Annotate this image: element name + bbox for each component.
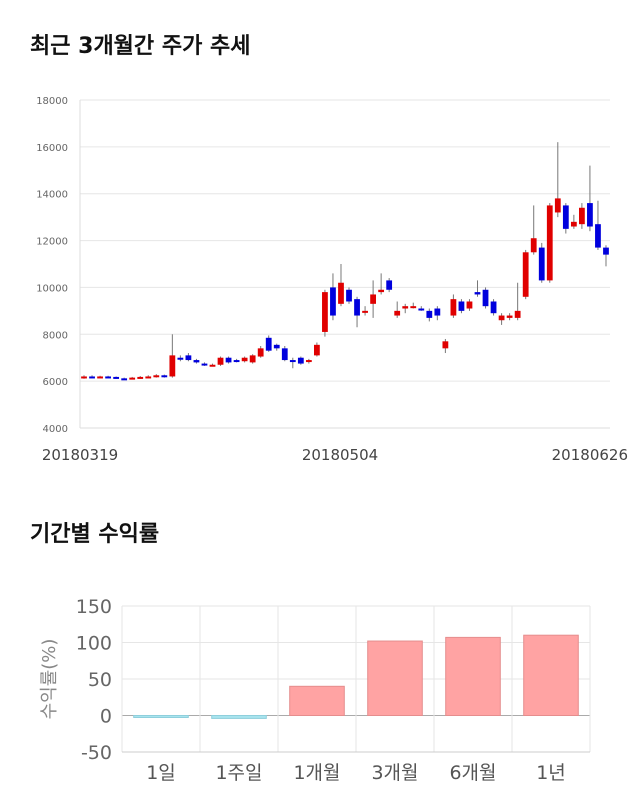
bar-5: [445, 636, 501, 716]
bar-6: [523, 634, 579, 717]
candle-body: [249, 355, 256, 363]
candle-body: [177, 357, 184, 360]
candle-body: [113, 376, 120, 379]
price-candlestick-chart: 18000 16000 14000 12000 10000 8000 6000 4000 201…: [36, 96, 628, 464]
candle-body: [370, 294, 376, 304]
candle-body: [450, 299, 457, 316]
y-axis-label: 수익률(%): [39, 639, 60, 720]
candle-body: [153, 375, 160, 378]
candle-body: [233, 360, 240, 363]
bar-2: [211, 715, 267, 719]
y-tick-label: 50: [88, 669, 112, 691]
candle-body: [338, 282, 344, 304]
x-tick-label: 6개월: [449, 762, 496, 784]
candle-body: [410, 306, 417, 309]
y-tick-label: 10000: [36, 283, 68, 294]
candle-body: [418, 308, 425, 311]
x-tick-label: 20180626: [552, 446, 628, 464]
candle-body: [434, 308, 441, 316]
candle-body: [546, 205, 553, 281]
candle-body: [362, 310, 368, 313]
candle-body: [466, 301, 473, 309]
y-tick-label: 12000: [36, 237, 68, 248]
candle-body: [129, 377, 136, 380]
candle-body: [402, 306, 409, 309]
y-tick-label: 6000: [43, 377, 68, 388]
candle-body: [595, 224, 601, 248]
x-tick-label: 3개월: [371, 762, 418, 784]
candle-body: [514, 310, 521, 318]
candle-body: [193, 360, 200, 363]
bar-4: [367, 640, 423, 716]
returns-bar-chart: 150 100 50 0 -50 수익률(%) 1일 1주일 1개월 3개월 6개월 1년: [39, 596, 591, 784]
candle-body: [458, 301, 465, 311]
bar-1: [133, 715, 189, 718]
candle-body: [530, 238, 537, 253]
x-tick-label: 1주일: [215, 762, 262, 784]
candle-body: [89, 376, 95, 379]
y-tick-label: 8000: [43, 330, 68, 341]
y-tick-label: -50: [81, 742, 112, 764]
returns-title: 기간별 수익률: [30, 522, 160, 547]
candle-body: [225, 357, 232, 363]
x-tick-label: 1개월: [293, 762, 340, 784]
x-tick-label: 1일: [146, 762, 176, 784]
candle-body: [137, 376, 144, 379]
candle-body: [265, 337, 272, 351]
candle-body: [273, 344, 280, 349]
price-trend-title: 최근 3개월간 주가 추세: [30, 34, 251, 59]
y-tick-label: 16000: [36, 143, 68, 154]
candle-body: [538, 247, 545, 281]
candle-body: [281, 348, 288, 361]
y-tick-label: 4000: [43, 424, 68, 435]
candle-body: [474, 292, 481, 295]
candle-body: [145, 376, 152, 379]
candle-body: [322, 292, 328, 332]
candle-body: [81, 376, 87, 379]
candle-body: [330, 287, 336, 316]
candle-body: [442, 341, 449, 349]
bar-3: [289, 685, 345, 717]
candle-body: [587, 203, 593, 227]
candle-body: [241, 357, 248, 362]
candle-body: [185, 355, 192, 361]
candle-body: [554, 198, 561, 213]
y-tick-label: 18000: [36, 96, 68, 107]
y-tick-label: 100: [76, 633, 112, 655]
candle-body: [426, 310, 433, 318]
candle-body: [570, 221, 577, 227]
candle-body: [522, 252, 529, 297]
candle-body: [257, 348, 264, 357]
y-tick-label: 150: [76, 596, 112, 618]
y-tick-label: 0: [100, 706, 112, 728]
x-tick-label: 20180504: [302, 446, 378, 464]
candle-body: [314, 344, 320, 356]
candle-body: [217, 357, 224, 365]
candle-body: [161, 375, 168, 378]
candle-body: [482, 289, 489, 307]
candle-body: [386, 280, 393, 290]
candle-body: [346, 289, 352, 302]
candle-body: [378, 289, 385, 293]
candle-body: [297, 357, 304, 364]
candle-body: [506, 315, 513, 318]
candle-body: [201, 363, 208, 366]
candle-body: [289, 360, 296, 363]
candle-body: [97, 376, 103, 379]
candle-body: [490, 301, 497, 314]
y-tick-label: 14000: [36, 190, 68, 201]
candle-body: [121, 378, 128, 381]
candle-body: [305, 360, 312, 363]
candle-body: [603, 247, 609, 255]
candle-body: [498, 315, 505, 321]
candle-body: [169, 355, 176, 377]
x-tick-label: 1년: [536, 762, 566, 784]
candle-body: [209, 364, 216, 367]
candle-body: [579, 207, 585, 225]
candle-body: [105, 376, 111, 379]
candle-body: [394, 310, 401, 316]
candle-body: [354, 299, 360, 316]
candle-body: [562, 205, 569, 229]
x-tick-label: 20180319: [42, 446, 118, 464]
